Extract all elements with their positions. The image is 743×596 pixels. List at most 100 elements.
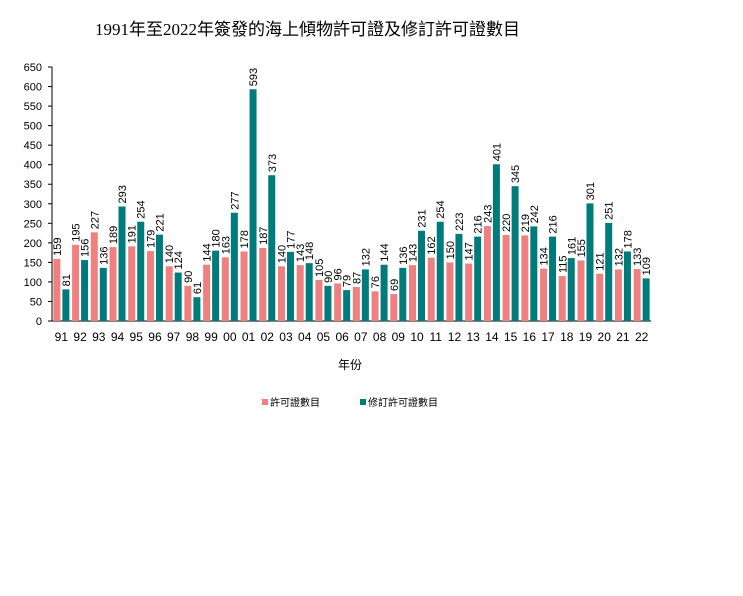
bar xyxy=(193,297,201,321)
x-tick-label: 14 xyxy=(485,330,499,344)
y-tick-label: 550 xyxy=(24,101,42,113)
x-tick-label: 19 xyxy=(579,330,593,344)
y-tick-label: 150 xyxy=(24,257,42,269)
data-label: 277 xyxy=(229,191,241,209)
data-label: 178 xyxy=(239,230,251,248)
bar xyxy=(249,89,257,321)
bar xyxy=(62,289,70,321)
data-label: 115 xyxy=(557,256,569,274)
bar xyxy=(343,290,351,321)
bar xyxy=(642,278,650,321)
data-label: 69 xyxy=(389,279,401,291)
x-tick-label: 99 xyxy=(204,330,218,344)
legend-swatch-pink xyxy=(262,398,268,405)
legend-item-amended-permits: 修訂許可證數目 xyxy=(360,394,438,409)
bar xyxy=(633,269,641,321)
x-tick-label: 94 xyxy=(111,330,125,344)
data-label: 121 xyxy=(595,252,607,270)
bar xyxy=(390,294,398,321)
data-label: 301 xyxy=(585,182,597,200)
data-label: 189 xyxy=(108,226,120,244)
data-label: 148 xyxy=(304,242,316,260)
data-label: 191 xyxy=(127,225,139,243)
data-label: 243 xyxy=(482,205,494,223)
y-tick-label: 350 xyxy=(24,179,42,191)
x-tick-label: 09 xyxy=(392,330,406,344)
data-label: 134 xyxy=(539,247,551,265)
data-label: 177 xyxy=(285,230,297,248)
x-tick-label: 13 xyxy=(466,330,480,344)
data-label: 81 xyxy=(61,274,73,286)
x-tick-label: 00 xyxy=(223,330,237,344)
data-label: 79 xyxy=(342,275,354,287)
bar xyxy=(128,246,136,321)
x-tick-label: 91 xyxy=(55,330,69,344)
bar xyxy=(146,251,154,321)
bar xyxy=(315,279,323,321)
bar xyxy=(72,244,80,321)
bar xyxy=(418,230,426,321)
data-label: 401 xyxy=(491,143,503,161)
bar xyxy=(530,226,538,321)
data-label: 140 xyxy=(164,245,176,263)
x-tick-label: 93 xyxy=(92,330,106,344)
data-label: 293 xyxy=(117,185,129,203)
x-tick-label: 95 xyxy=(130,330,144,344)
data-label: 150 xyxy=(445,241,457,259)
data-label: 132 xyxy=(613,248,625,266)
data-label: 195 xyxy=(71,223,83,241)
bar xyxy=(212,250,220,321)
bar xyxy=(259,247,267,321)
legend-label: 許可證數目 xyxy=(270,398,320,409)
x-tick-label: 20 xyxy=(598,330,612,344)
x-tick-label: 08 xyxy=(373,330,387,344)
data-label: 61 xyxy=(192,282,204,294)
bar xyxy=(165,266,173,321)
bar xyxy=(558,276,566,321)
bar xyxy=(465,263,473,321)
data-label: 109 xyxy=(641,257,653,275)
data-label: 87 xyxy=(351,272,363,284)
x-tick-label: 10 xyxy=(410,330,424,344)
data-label: 220 xyxy=(501,214,513,232)
x-tick-label: 11 xyxy=(430,330,443,344)
data-label: 179 xyxy=(145,230,157,248)
data-label: 242 xyxy=(529,205,541,223)
bar xyxy=(483,226,491,321)
chart-title: 1991年至2022年簽發的海上傾物許可證及修訂許可證數目 xyxy=(95,20,520,39)
bar xyxy=(277,266,285,321)
bar xyxy=(90,232,98,321)
data-label: 156 xyxy=(80,239,92,257)
bar xyxy=(567,258,575,321)
bar xyxy=(399,267,407,321)
bar xyxy=(540,268,548,321)
y-tick-label: 650 xyxy=(24,62,42,74)
data-label: 132 xyxy=(360,248,372,266)
x-tick-label: 07 xyxy=(354,330,368,344)
bar xyxy=(296,265,304,321)
y-tick-label: 200 xyxy=(24,238,42,250)
x-tick-label: 01 xyxy=(242,330,256,344)
x-tick-label: 96 xyxy=(148,330,162,344)
legend-label: 修訂許可證數目 xyxy=(368,398,438,409)
legend: 許可證數目 修訂許可證數目 xyxy=(262,394,478,409)
bar xyxy=(286,251,294,321)
bar xyxy=(380,264,388,321)
bar xyxy=(137,221,145,321)
x-tick-label: 15 xyxy=(504,330,518,344)
y-tick-label: 250 xyxy=(24,218,42,230)
bar xyxy=(371,291,379,321)
bar xyxy=(455,233,463,321)
y-tick-label: 300 xyxy=(24,199,42,211)
data-label: 216 xyxy=(473,215,485,233)
data-label: 76 xyxy=(370,276,382,288)
data-label: 140 xyxy=(276,245,288,263)
bar xyxy=(203,264,211,321)
x-tick-label: 04 xyxy=(298,330,312,344)
x-tick-label: 18 xyxy=(560,330,574,344)
data-label: 136 xyxy=(398,246,410,264)
y-tick-label: 50 xyxy=(30,296,42,308)
bar xyxy=(623,251,631,321)
data-label: 124 xyxy=(173,251,185,269)
data-label: 221 xyxy=(154,213,166,231)
